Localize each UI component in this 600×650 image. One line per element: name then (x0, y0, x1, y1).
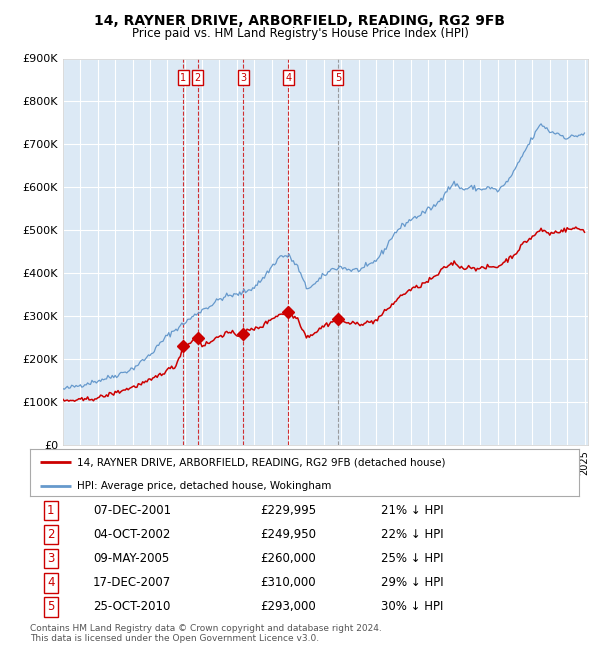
Text: 4: 4 (47, 577, 55, 589)
Text: Price paid vs. HM Land Registry's House Price Index (HPI): Price paid vs. HM Land Registry's House … (131, 27, 469, 40)
Text: 3: 3 (47, 552, 55, 566)
Text: 2: 2 (47, 528, 55, 541)
Text: £293,000: £293,000 (260, 601, 316, 614)
Text: Contains HM Land Registry data © Crown copyright and database right 2024.: Contains HM Land Registry data © Crown c… (30, 624, 382, 633)
Text: 14, RAYNER DRIVE, ARBORFIELD, READING, RG2 9FB (detached house): 14, RAYNER DRIVE, ARBORFIELD, READING, R… (77, 457, 445, 467)
Text: £260,000: £260,000 (260, 552, 316, 566)
Text: 25-OCT-2010: 25-OCT-2010 (93, 601, 170, 614)
Text: 5: 5 (335, 73, 341, 83)
Text: 17-DEC-2007: 17-DEC-2007 (93, 577, 172, 589)
Text: 22% ↓ HPI: 22% ↓ HPI (382, 528, 444, 541)
Text: 21% ↓ HPI: 21% ↓ HPI (382, 504, 444, 517)
Text: 09-MAY-2005: 09-MAY-2005 (93, 552, 169, 566)
Text: £249,950: £249,950 (260, 528, 317, 541)
Text: This data is licensed under the Open Government Licence v3.0.: This data is licensed under the Open Gov… (30, 634, 319, 644)
Text: 5: 5 (47, 601, 55, 614)
Text: 25% ↓ HPI: 25% ↓ HPI (382, 552, 444, 566)
Text: 04-OCT-2002: 04-OCT-2002 (93, 528, 170, 541)
Text: 4: 4 (285, 73, 292, 83)
Text: 29% ↓ HPI: 29% ↓ HPI (382, 577, 444, 589)
Text: 3: 3 (240, 73, 246, 83)
Text: 2: 2 (194, 73, 201, 83)
Text: £229,995: £229,995 (260, 504, 317, 517)
Text: 1: 1 (180, 73, 187, 83)
Text: 07-DEC-2001: 07-DEC-2001 (93, 504, 171, 517)
Text: 14, RAYNER DRIVE, ARBORFIELD, READING, RG2 9FB: 14, RAYNER DRIVE, ARBORFIELD, READING, R… (95, 14, 505, 29)
Text: HPI: Average price, detached house, Wokingham: HPI: Average price, detached house, Woki… (77, 480, 331, 491)
Text: £310,000: £310,000 (260, 577, 316, 589)
Text: 1: 1 (47, 504, 55, 517)
Text: 30% ↓ HPI: 30% ↓ HPI (382, 601, 444, 614)
